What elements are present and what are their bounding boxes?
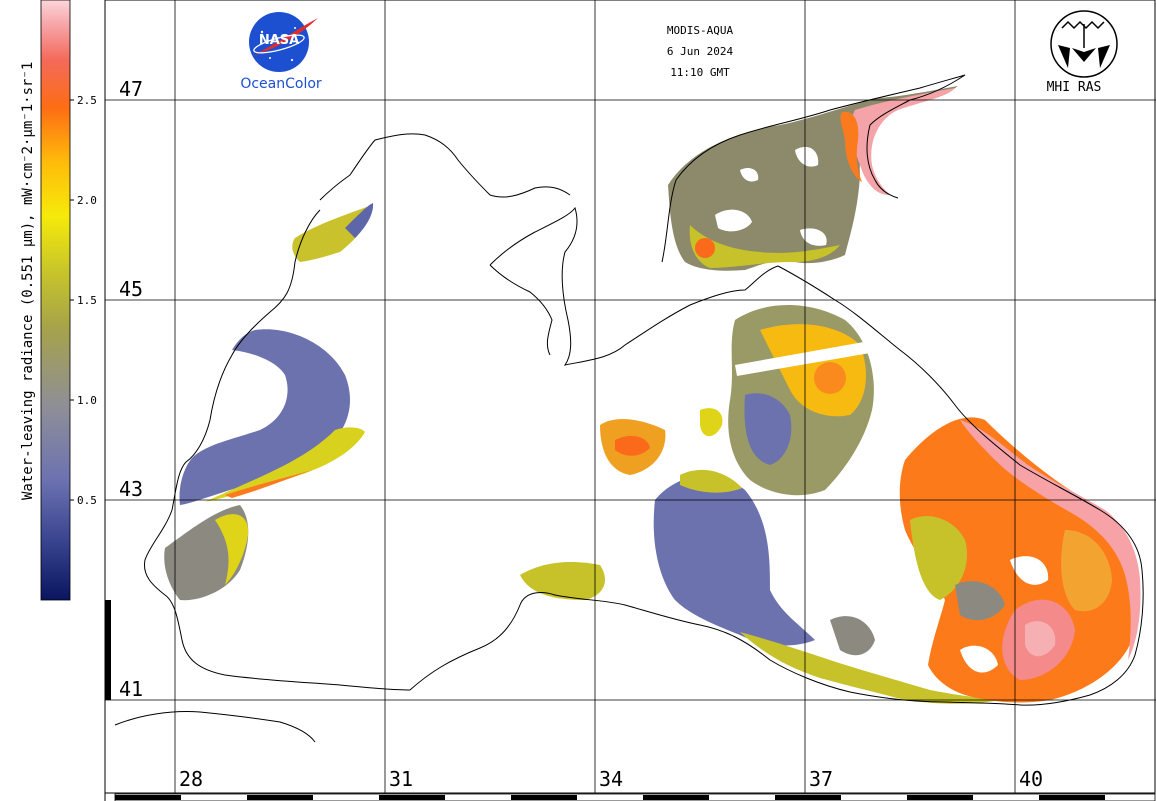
oceancolor-label: OceanColor [240,76,322,92]
crimea-coast [489,206,779,366]
swath-gap [735,340,876,376]
mhi-ras-emblem [1050,10,1118,78]
odesa-patch [292,205,372,262]
east-coast [777,265,1144,706]
bosphorus-coast [114,711,316,743]
azov-east-pink [851,88,955,196]
colorbar-tick-0.5: 0.5 [77,494,97,507]
lat-label-45: 45 [119,277,143,301]
colorbar-title: Water-leaving radiance (0.551 µm), mW·cm… [20,61,36,500]
colorbar-gradient [40,0,71,601]
lon-label-40: 40 [1019,767,1043,791]
lat-label-47: 47 [119,77,143,101]
nasa-meatball-logo [249,12,318,72]
lon-label-34: 34 [599,767,623,791]
sensor-label: MODIS-AQUA [666,24,734,37]
lat-label-43: 43 [119,477,143,501]
radiance-data-layer [164,86,1141,704]
azov-east-orange [840,111,862,182]
graticule [105,0,1156,793]
colorbar: 2.5 2.0 1.5 1.0 0.5 [40,0,97,601]
south-yellow-arc [740,632,1000,704]
west-basin-blue [179,329,350,505]
colorbar-tick-1.5: 1.5 [77,294,97,307]
date-label: 6 Jun 2024 [666,45,734,58]
west-coast [143,209,411,691]
south-coast [409,592,1021,706]
colorbar-tick-2.0: 2.0 [77,194,97,207]
colorbar-tick-1.0: 1.0 [77,394,97,407]
time-label: 11:10 GMT [670,66,730,79]
coastline-layer [114,74,1144,743]
west-basin-yellow [205,427,365,502]
south-blue-mass [653,476,815,646]
colorbar-tick-2.5: 2.5 [77,94,97,107]
graticule-labels: 47 45 43 41 28 31 34 37 40 [119,77,1043,791]
nasa-wordmark: NASA [258,33,300,48]
azov-coast [661,74,966,263]
lon-label-28: 28 [179,767,203,791]
azov-south-yellow [689,225,840,268]
azov-orange-spot [695,238,715,258]
institute-label: MHI RAS [1046,80,1102,95]
crimea-west [489,264,553,356]
north-coast [319,133,571,201]
lon-label-37: 37 [809,767,833,791]
lat-label-41: 41 [119,677,143,701]
left-scale-bar [105,600,111,700]
bottom-scale-bar [114,793,1156,801]
lon-label-31: 31 [389,767,413,791]
